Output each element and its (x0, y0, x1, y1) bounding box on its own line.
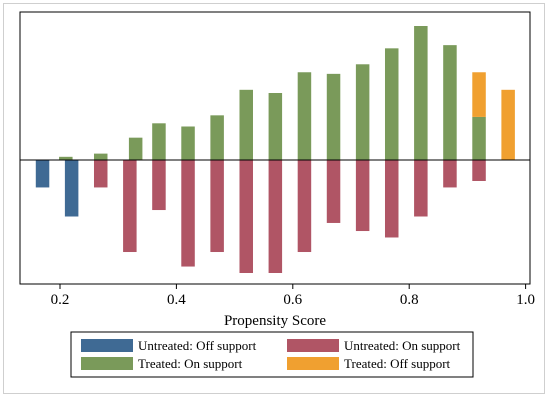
x-tick-label: 0.8 (400, 292, 419, 308)
plot-area (19, 11, 531, 285)
x-tick-label: 1.0 (516, 292, 535, 308)
legend-swatch-untreated_on (287, 339, 339, 352)
bar-below-2 (93, 160, 108, 188)
bar-below-6 (210, 160, 224, 253)
legend: Untreated: Off support Untreated: On supp… (70, 331, 474, 378)
bars-layer (35, 26, 515, 273)
legend-swatch-treated_off (287, 357, 339, 370)
bar-above-8 (297, 72, 312, 160)
x-tick-label: 0.6 (283, 292, 302, 308)
bar-above-1 (93, 153, 108, 160)
bar-below-15 (472, 160, 486, 181)
x-axis-label: Propensity Score (224, 313, 326, 329)
bar-below-1 (64, 160, 79, 217)
bar-below-5 (181, 160, 195, 267)
bar-above-2 (128, 137, 143, 160)
legend-label-treated_off: Treated: Off support (344, 356, 451, 371)
bar-above-11 (384, 48, 399, 161)
x-tick-label: 0.2 (51, 292, 70, 308)
bar-below-3 (123, 160, 137, 253)
bar-above-10 (355, 64, 370, 160)
bar-above-3 (152, 123, 166, 160)
bar-above-7 (268, 93, 283, 160)
bar-above-4 (181, 126, 195, 160)
bar-below-11 (355, 160, 370, 232)
bar-above-14 (472, 116, 486, 160)
bar-above-13 (443, 45, 457, 161)
legend-swatch-untreated_off (81, 339, 133, 352)
legend-box (70, 331, 474, 378)
bar-below-4 (152, 160, 166, 211)
bar-above-6 (239, 89, 253, 160)
x-axis: 0.2 0.4 0.6 0.8 1.0 (51, 284, 535, 308)
legend-label-untreated_on: Untreated: On support (344, 338, 461, 353)
bar-below-14 (443, 160, 457, 188)
bar-below-8 (268, 160, 283, 273)
bar-above-16 (501, 89, 515, 160)
x-tick-label: 0.4 (167, 292, 186, 308)
bar-below-9 (297, 160, 312, 253)
bar-above-12 (414, 26, 428, 160)
bar-above-5 (210, 115, 224, 160)
legend-label-untreated_off: Untreated: Off support (138, 338, 257, 353)
bar-above-0 (59, 156, 73, 160)
bar-below-10 (326, 160, 341, 223)
legend-label-treated_on: Treated: On support (138, 356, 243, 371)
bar-below-13 (414, 160, 428, 217)
bar-above-15 (472, 72, 486, 117)
bar-below-7 (239, 160, 253, 273)
legend-swatch-treated_on (81, 357, 133, 370)
bar-above-9 (326, 73, 341, 160)
bar-below-12 (384, 160, 399, 238)
bar-below-0 (35, 160, 50, 188)
